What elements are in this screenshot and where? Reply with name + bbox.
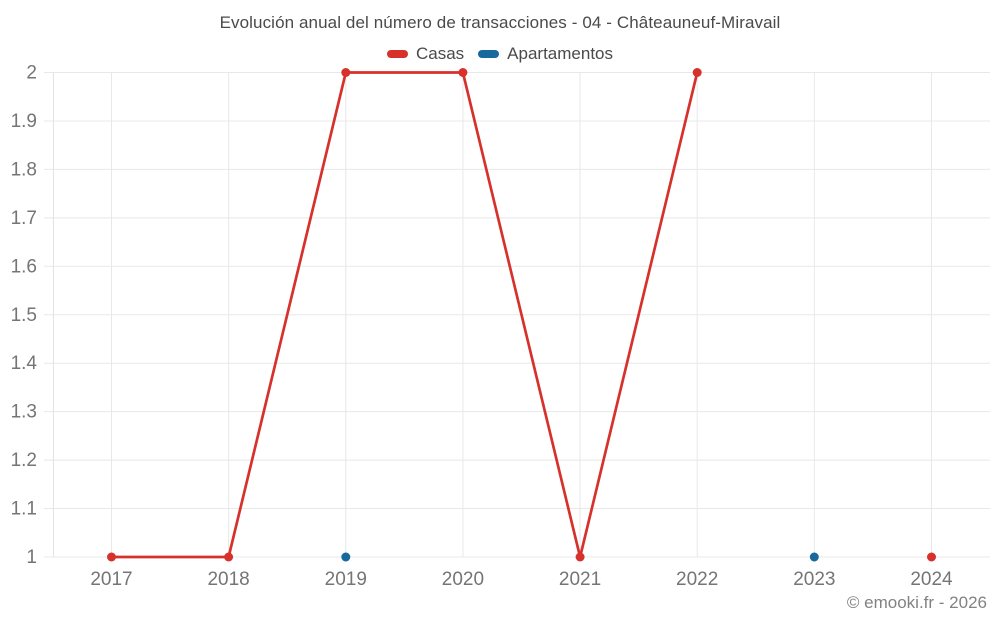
x-axis-tick-label: 2024 [910, 569, 953, 590]
x-axis-tick-label: 2017 [90, 569, 132, 590]
y-axis-tick-label: 1.3 [11, 402, 37, 423]
x-axis-tick-label: 2023 [793, 569, 835, 590]
y-axis-tick-label: 1 [26, 547, 37, 568]
chart-title: Evolución anual del número de transaccio… [219, 13, 781, 32]
point-casas-2024[interactable] [927, 552, 936, 562]
point-casas-2018[interactable] [224, 552, 234, 562]
legend: Casas Apartamentos [0, 44, 1000, 64]
point-apartamentos-2019[interactable] [341, 552, 351, 562]
x-axis-tick-label: 2022 [676, 569, 718, 590]
y-axis-tick-label: 1.2 [11, 450, 37, 471]
y-axis-tick-label: 1.9 [11, 111, 37, 132]
y-axis-tick-label: 1.4 [11, 353, 38, 374]
series-casas [107, 68, 936, 562]
x-axis-tick-label: 2018 [207, 569, 249, 590]
point-casas-2020[interactable] [458, 68, 468, 77]
x-axis-tick-label: 2020 [442, 569, 484, 590]
series-apartamentos [341, 552, 819, 562]
legend-item-apartamentos[interactable]: Apartamentos [478, 44, 613, 64]
legend-label: Apartamentos [507, 44, 614, 63]
point-casas-2019[interactable] [341, 68, 351, 77]
legend-swatch-icon [386, 50, 408, 58]
point-casas-2021[interactable] [575, 552, 585, 562]
y-axis-tick-label: 1.8 [11, 159, 37, 180]
point-casas-2017[interactable] [107, 552, 116, 562]
gridlines: 1 1.1 1.2 1.3 1.4 1.5 1.6 1.7 1.8 1.9 2 2017 2018 201… [11, 63, 990, 590]
x-axis-tick-label: 2019 [325, 569, 367, 590]
legend-swatch-icon [478, 50, 500, 58]
y-axis-tick-label: 1.7 [11, 208, 37, 229]
y-axis-tick-label: 1.6 [11, 256, 37, 277]
point-apartamentos-2023[interactable] [809, 552, 819, 562]
y-axis-tick-label: 2 [26, 63, 37, 84]
legend-label: Casas [415, 44, 465, 63]
copyright: © emooki.fr - 2026 [846, 593, 987, 612]
y-axis-tick-label: 1.5 [11, 305, 37, 326]
point-casas-2022[interactable] [692, 68, 702, 77]
x-axis-tick-label: 2021 [559, 569, 601, 590]
legend-item-casas[interactable]: Casas [386, 44, 465, 64]
y-axis-tick-label: 1.1 [11, 499, 37, 520]
